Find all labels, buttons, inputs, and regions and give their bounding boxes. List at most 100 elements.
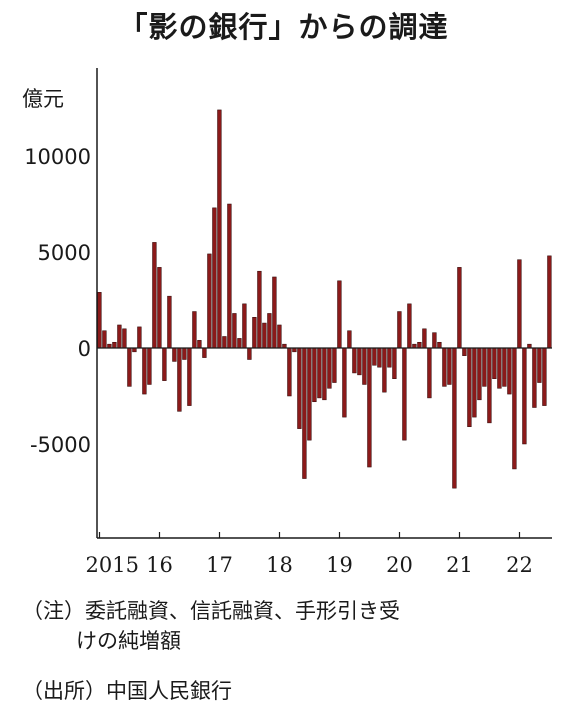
bar [252, 317, 257, 349]
bar [482, 347, 487, 387]
bar [97, 292, 102, 349]
bar [467, 347, 472, 427]
bar [227, 203, 232, 349]
bar [307, 347, 312, 441]
source-note: （出所）中国人民銀行 [22, 679, 232, 703]
bar [402, 347, 407, 441]
bar [367, 347, 372, 468]
bar [457, 267, 462, 349]
x-tick-label: 22 [506, 553, 533, 577]
bar [207, 253, 212, 349]
bar [232, 313, 237, 349]
bar [372, 347, 377, 366]
y-tick-label: 0 [78, 337, 91, 361]
bar [337, 280, 342, 349]
x-tick-label: 17 [206, 553, 233, 577]
bar [302, 347, 307, 479]
bar [287, 347, 292, 397]
bar [312, 347, 317, 403]
bar [492, 347, 497, 379]
bars [97, 109, 552, 489]
bar [342, 347, 347, 418]
bar [182, 347, 187, 360]
bar [547, 255, 552, 349]
bar [432, 332, 437, 349]
bar [237, 338, 242, 349]
bar [537, 347, 542, 383]
bar [242, 303, 247, 349]
bar [392, 347, 397, 379]
bar [407, 303, 412, 349]
bar-chart: 億元 10000 5000 0 -5000 2015 16 17 18 19 20 21 22 [22, 68, 552, 577]
bar [272, 276, 277, 349]
bar [257, 270, 262, 349]
x-tick-label: 19 [326, 553, 353, 577]
bar [142, 347, 147, 395]
bar [397, 311, 402, 349]
bar [387, 347, 392, 368]
bar [347, 330, 352, 349]
footnote-line-1: （注）委託融資、信託融資、手形引き受 [22, 599, 400, 623]
bar [102, 330, 107, 349]
bar [542, 347, 547, 406]
bar [317, 347, 322, 399]
bar [357, 347, 362, 376]
x-tick-label: 18 [266, 553, 293, 577]
bar [192, 311, 197, 349]
bar [152, 242, 157, 349]
bar [422, 328, 427, 349]
bar [332, 347, 337, 383]
bar [222, 336, 227, 349]
x-tick-label: 16 [146, 553, 173, 577]
bar [352, 347, 357, 374]
bar [377, 347, 382, 368]
bar [262, 322, 267, 349]
bar [462, 347, 467, 356]
bar [517, 259, 522, 349]
bar [322, 347, 327, 401]
x-tick-label: 20 [386, 553, 413, 577]
bar [502, 347, 507, 387]
y-axis-label: 億元 [22, 87, 64, 111]
bar [177, 347, 182, 412]
bar [507, 347, 512, 395]
bar [382, 347, 387, 393]
y-tick-label: 10000 [24, 145, 91, 169]
x-axis-ticks: 2015 16 17 18 19 20 21 22 [86, 532, 533, 577]
bar [277, 324, 282, 349]
bar [487, 347, 492, 424]
bar [137, 326, 142, 349]
bar [442, 347, 447, 387]
footnote-line-2: けの純増額 [76, 629, 181, 653]
bar [172, 347, 177, 362]
bar [327, 347, 332, 389]
y-axis-ticks: 10000 5000 0 -5000 [24, 145, 91, 457]
bar [297, 347, 302, 429]
y-tick-label: -5000 [30, 433, 91, 457]
bar [427, 347, 432, 399]
x-tick-label: 2015 [86, 553, 139, 577]
bar [437, 341, 442, 349]
bar [157, 267, 162, 349]
bar [212, 207, 217, 349]
bar [267, 313, 272, 349]
bar [117, 324, 122, 349]
bar [477, 347, 482, 401]
bar [167, 295, 172, 349]
bar [452, 347, 457, 489]
bar [202, 347, 207, 358]
x-tick-label: 21 [446, 553, 473, 577]
chart-title: 「影の銀行」からの調達 [118, 10, 449, 44]
bar [512, 347, 517, 470]
bar [497, 347, 502, 389]
bar [522, 347, 527, 445]
bar [197, 340, 202, 349]
bar [472, 347, 477, 418]
bar [147, 347, 152, 385]
bar [187, 347, 192, 406]
bar [127, 347, 132, 387]
bar [162, 347, 167, 381]
y-tick-label: 5000 [38, 241, 91, 265]
bar [532, 347, 537, 408]
bar [122, 328, 127, 349]
